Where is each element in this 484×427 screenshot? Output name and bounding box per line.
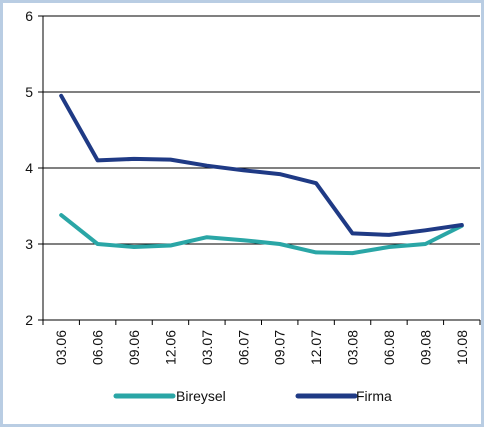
x-tick-label: 12.07: [308, 330, 324, 365]
x-tick-label: 06.08: [381, 330, 397, 365]
y-tick-label: 4: [25, 160, 33, 176]
y-tick-label: 6: [25, 8, 33, 24]
y-tick-label: 2: [25, 312, 33, 328]
series-layer: [59, 93, 464, 256]
legend: Bireysel Firma: [113, 388, 392, 404]
x-tick-label: 06.06: [90, 330, 106, 365]
x-tick-label: 09.08: [417, 330, 433, 365]
x-tick-label: 09.07: [272, 330, 288, 365]
legend-label-bireysel: Bireysel: [176, 388, 226, 404]
series-line-firma: [59, 93, 464, 237]
x-tick-label: 09.06: [126, 330, 142, 365]
grid-layer: [43, 15, 480, 245]
y-tick-label: 3: [25, 236, 33, 252]
axis-layer: 2 3 4 5 6 03.06 06.06 09.06 12.06 03.07 06.07 09.07…: [25, 8, 481, 365]
x-tick-label: 06.07: [235, 330, 251, 365]
x-tick-label: 10.08: [454, 330, 470, 365]
x-tick-label: 03.06: [53, 330, 69, 365]
x-tick-label: 12.06: [162, 330, 178, 365]
x-tick-label: 03.07: [199, 330, 215, 365]
y-tick-label: 5: [25, 84, 33, 100]
x-tick-label: 03.08: [345, 330, 361, 365]
legend-label-firma: Firma: [356, 388, 392, 404]
series-line-bireysel: [59, 213, 464, 256]
